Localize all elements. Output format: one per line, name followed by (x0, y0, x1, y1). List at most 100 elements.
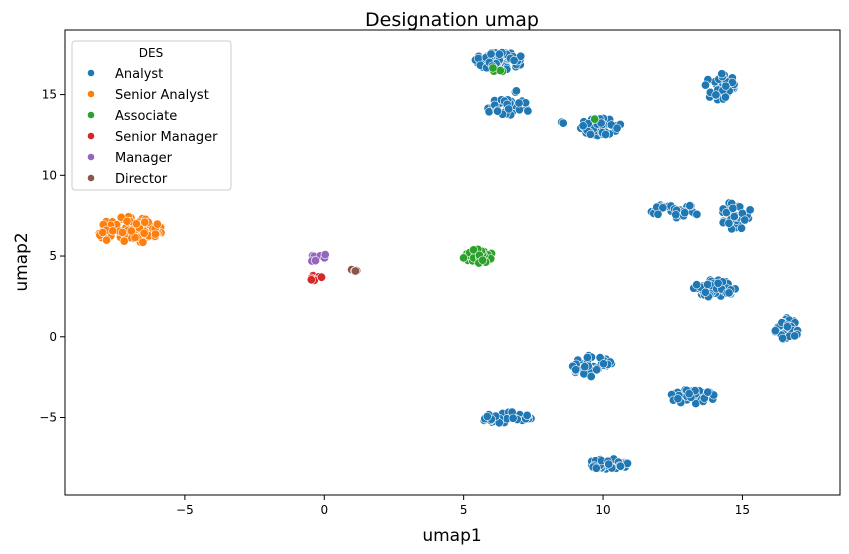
scatter-point (350, 266, 360, 276)
y-tick-label: 15 (42, 88, 57, 102)
scatter-point (310, 256, 320, 266)
legend-box (71, 40, 232, 191)
scatter-point (585, 129, 595, 139)
scatter-point (724, 288, 734, 298)
series-analyst (470, 48, 802, 474)
scatter-point (108, 226, 118, 236)
scatter-point (126, 226, 136, 236)
scatter-point (770, 326, 780, 336)
scatter-point (571, 365, 581, 375)
scatter-point (717, 69, 727, 79)
legend-marker (87, 69, 95, 77)
x-tick-label: 5 (460, 503, 468, 517)
scatter-point (102, 235, 112, 245)
scatter-point (599, 359, 609, 369)
scatter-point (736, 223, 746, 233)
legend-marker (87, 174, 95, 182)
chart-title: Designation umap (365, 9, 539, 31)
scatter-point (493, 106, 503, 116)
scatter-point (590, 114, 600, 124)
scatter-point (740, 215, 750, 225)
scatter-point (592, 365, 602, 375)
scatter-point (508, 413, 518, 423)
scatter-point (700, 80, 710, 90)
scatter-point (578, 121, 588, 131)
scatter-point (721, 208, 731, 218)
scatter-point (612, 123, 622, 133)
scatter-point (721, 81, 731, 91)
scatter-point (700, 287, 710, 297)
scatter-point (320, 250, 330, 260)
scatter-point (478, 255, 488, 265)
legend-entry-label: Analyst (115, 67, 163, 82)
scatter-point (522, 410, 532, 420)
series-manager (307, 250, 330, 266)
scatter-point (790, 331, 800, 341)
scatter-point (140, 217, 150, 227)
scatter-point (504, 104, 514, 114)
legend-marker (87, 132, 95, 140)
series-associate (459, 63, 600, 268)
scatter-point (469, 245, 479, 255)
scatter-point (615, 461, 625, 471)
scatter-point (703, 279, 713, 289)
scatter-point (316, 272, 326, 282)
scatter-point (604, 459, 614, 469)
scatter-point (488, 63, 498, 73)
scatter-point (745, 205, 755, 215)
scatter-point (509, 55, 519, 65)
scatter-point (680, 208, 690, 218)
scatter-point (728, 203, 738, 213)
scatter-point (516, 51, 526, 61)
scatter-point (729, 212, 739, 222)
scatter-point (720, 92, 730, 102)
scatter-point (586, 371, 596, 381)
scatter-point (582, 352, 592, 362)
scatter-point (782, 322, 792, 332)
scatter-point (673, 394, 683, 404)
scatter-point (703, 387, 713, 397)
y-axis-label: umap2 (12, 232, 32, 291)
scatter-point (514, 98, 524, 108)
legend-title: DES (139, 46, 163, 60)
scatter-point (150, 229, 160, 239)
legend: DES Analyst Senior Analyst Associate Senior… (71, 40, 232, 191)
scatter-point (139, 228, 149, 238)
scatter-point (98, 228, 108, 238)
scatter-point (684, 389, 694, 399)
legend-entry-label: Manager (115, 151, 173, 166)
series-senior-manager (306, 271, 326, 285)
scatter-point (778, 333, 788, 343)
legend-marker (87, 90, 95, 98)
scatter-point (486, 49, 496, 59)
x-tick-label: −5 (176, 503, 194, 517)
x-tick-label: 15 (735, 503, 750, 517)
scatter-point (152, 219, 162, 229)
x-tick-label: 0 (320, 503, 328, 517)
scatter-point (580, 362, 590, 372)
legend-entry-label: Associate (115, 109, 177, 124)
plot-frame (64, 29, 841, 496)
y-tick-label: 5 (49, 249, 57, 263)
scatter-point (692, 280, 702, 290)
legend-entry-label: Senior Manager (115, 130, 218, 145)
scatter-point (601, 130, 611, 140)
y-tick-label: 10 (42, 168, 57, 182)
y-tick-label: 0 (49, 330, 57, 344)
scatter-point (713, 278, 723, 288)
scatter-point (558, 118, 568, 128)
scatter-point (685, 201, 695, 211)
scatter-point (671, 210, 681, 220)
scatter-point (138, 237, 148, 247)
scatter-point (523, 106, 533, 116)
legend-marker (87, 153, 95, 161)
series-senior-analyst (94, 212, 166, 247)
scatter-points (94, 48, 802, 474)
scatter-point (131, 219, 141, 229)
x-axis-label: umap1 (422, 526, 481, 546)
legend-entry-label: Director (115, 172, 168, 187)
scatter-point (482, 411, 492, 421)
legend-marker (87, 111, 95, 119)
scatter-point (724, 218, 734, 228)
